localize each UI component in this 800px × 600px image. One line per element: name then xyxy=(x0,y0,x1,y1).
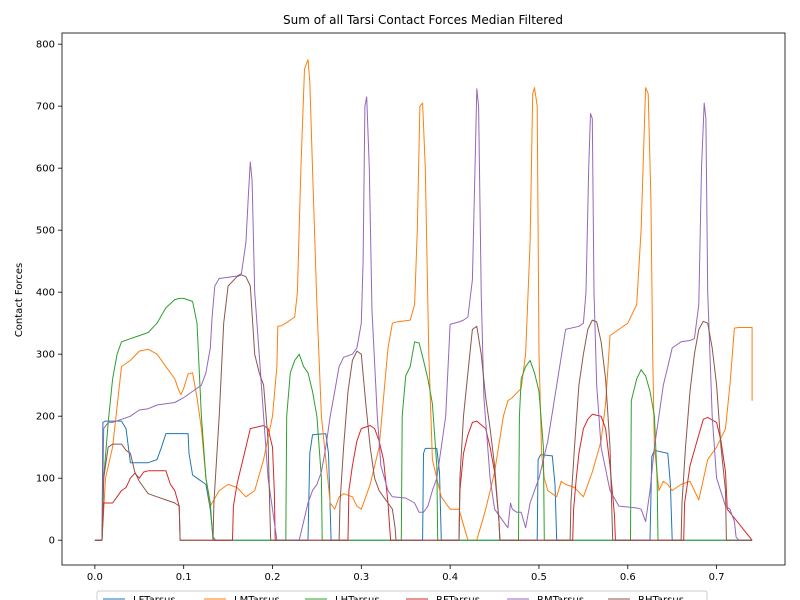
chart-title: Sum of all Tarsi Contact Forces Median F… xyxy=(283,13,563,27)
series-line-LFTarsus xyxy=(94,420,753,541)
legend-label-LFTarsus: LFTarsus xyxy=(133,595,176,600)
series-layer xyxy=(94,59,753,541)
y-tick-label: 700 xyxy=(36,102,55,113)
y-tick-label: 600 xyxy=(36,164,55,175)
series-line-LHTarsus xyxy=(94,297,753,541)
legend-label-RMTarsus: RMTarsus xyxy=(537,595,584,600)
series-line-LMTarsus xyxy=(94,59,753,541)
x-tick-label: 0.1 xyxy=(176,572,192,583)
plot-frame xyxy=(61,32,786,566)
x-tick-label: 0.7 xyxy=(709,572,725,583)
legend-label-RHTarsus: RHTarsus xyxy=(638,595,684,600)
y-tick-label: 100 xyxy=(36,474,55,485)
legend-frame xyxy=(96,590,708,600)
x-tick-label: 0.6 xyxy=(620,572,636,583)
series-line-RMTarsus xyxy=(94,88,753,541)
x-tick-label: 0.4 xyxy=(442,572,458,583)
y-tick-label: 500 xyxy=(36,226,55,237)
y-tick-label: 400 xyxy=(36,288,55,299)
legend-label-LMTarsus: LMTarsus xyxy=(234,595,280,600)
y-axis-label: Contact Forces xyxy=(14,263,25,337)
y-axis-ticks: 0 100 200 300 400 500 600 700 800 xyxy=(36,40,62,547)
legend-label-LHTarsus: LHTarsus xyxy=(335,595,380,600)
legend: LFTarsus LMTarsus LHTarsus RFTarsus RMTarsus… xyxy=(96,590,708,600)
y-tick-label: 300 xyxy=(36,350,55,361)
x-tick-label: 0.3 xyxy=(353,572,369,583)
y-tick-label: 200 xyxy=(36,412,55,423)
legend-label-RFTarsus: RFTarsus xyxy=(436,595,480,600)
y-tick-label: 0 xyxy=(49,536,55,547)
x-tick-label: 0.2 xyxy=(265,572,281,583)
x-tick-label: 0.5 xyxy=(531,572,547,583)
x-tick-label: 0.0 xyxy=(87,572,103,583)
y-tick-label: 800 xyxy=(36,40,55,51)
x-axis-ticks: 0.0 0.1 0.2 0.3 0.4 0.5 0.6 0.7 xyxy=(87,565,725,583)
series-line-RHTarsus xyxy=(94,274,753,541)
